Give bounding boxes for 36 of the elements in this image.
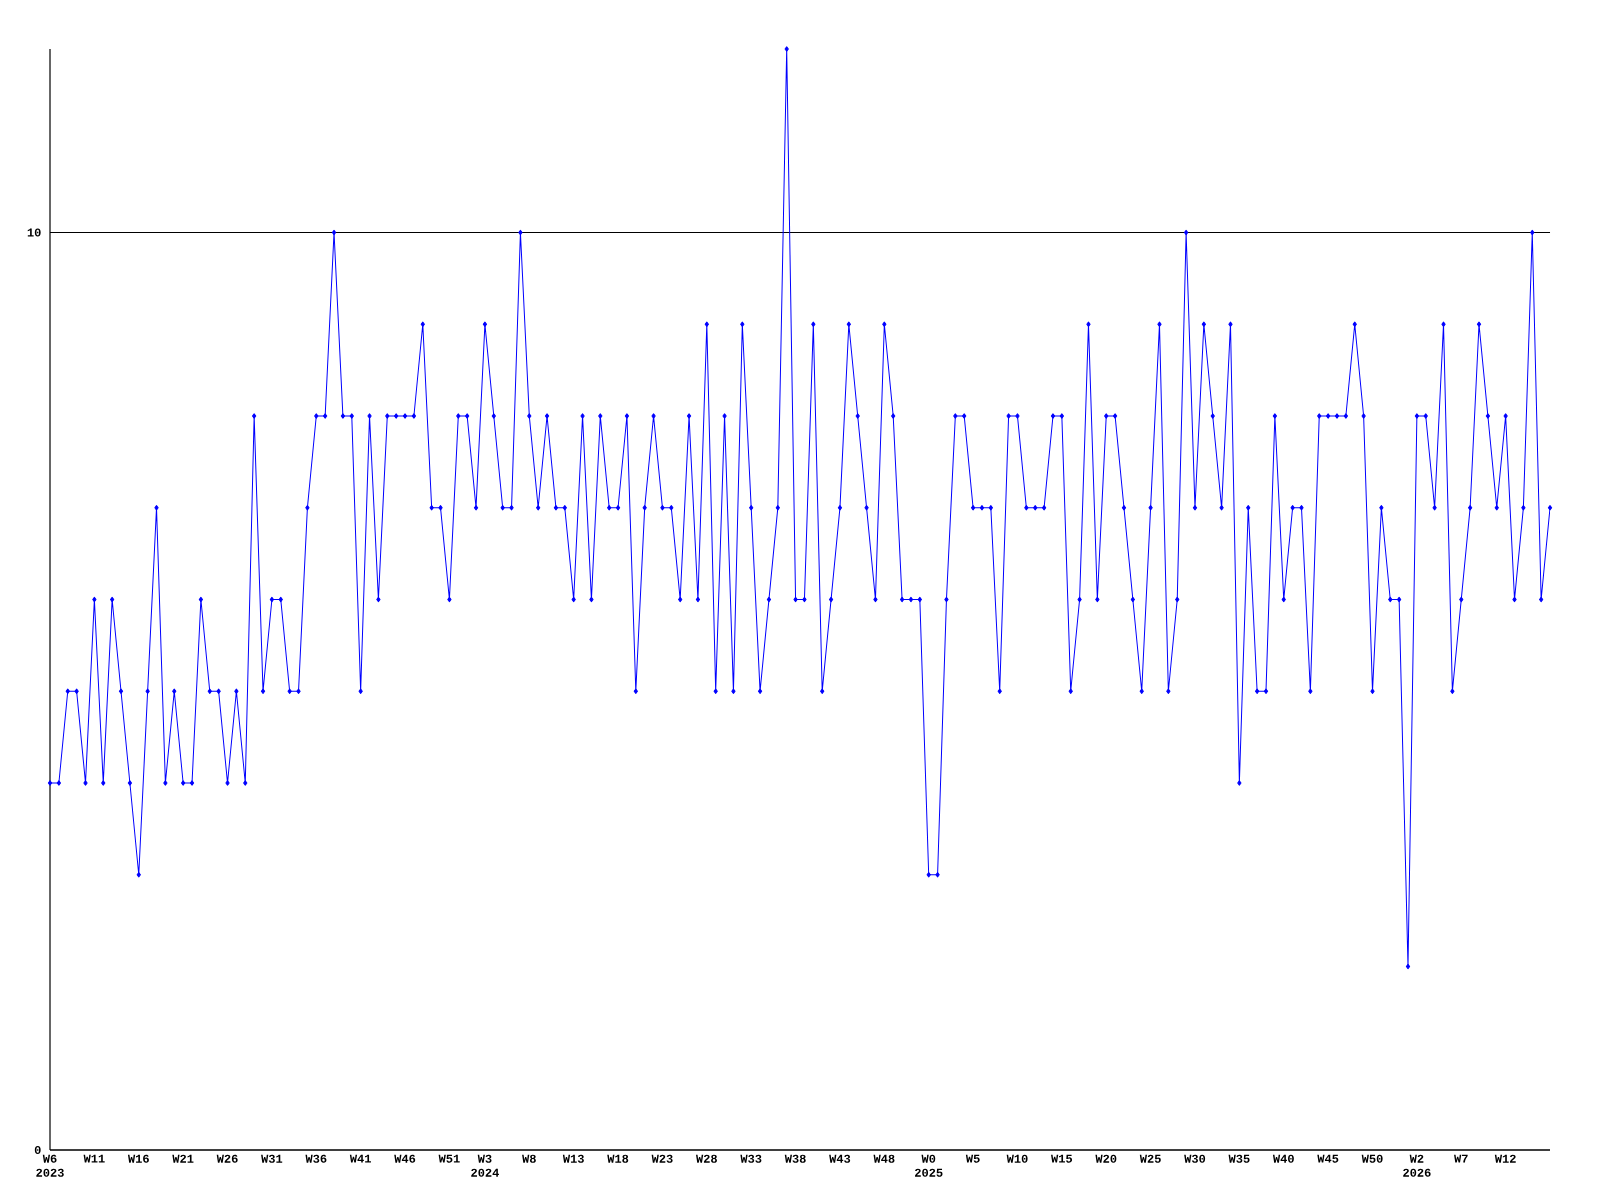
x-tick-label: W28 [696, 1154, 717, 1163]
x-tick-label: W16 [127, 1154, 149, 1163]
x-tick-label: W8 [522, 1154, 536, 1163]
x-tick-label: W51 [438, 1154, 460, 1163]
x-tick-label: W20 [1095, 1154, 1117, 1163]
x-tick-label: W7 [1454, 1154, 1468, 1163]
x-tick-label: W40 [1272, 1154, 1294, 1163]
x-tick-label: W0 2025 [915, 1154, 943, 1177]
x-tick-label: W30 [1184, 1154, 1206, 1163]
x-tick-label: W33 [740, 1154, 762, 1163]
x-tick-label: W18 [607, 1154, 629, 1163]
x-tick-label: W38 [784, 1154, 806, 1163]
x-tick-label: W31 [261, 1154, 283, 1163]
x-tick-label: W43 [829, 1154, 851, 1163]
x-tick-label: W15 [1051, 1154, 1073, 1163]
x-tick-label: W45 [1317, 1154, 1339, 1163]
y-tick-label: 10 [27, 228, 41, 237]
x-tick-label: W13 [562, 1154, 584, 1163]
x-tick-label: W50 [1361, 1154, 1383, 1163]
x-tick-label: W11 [83, 1154, 105, 1163]
x-tick-label: W48 [873, 1154, 895, 1163]
x-tick-label: W35 [1228, 1154, 1250, 1163]
x-tick-label: W5 [965, 1154, 980, 1163]
x-tick-label: W12 [1494, 1154, 1516, 1163]
x-tick-label: W6 2023 [36, 1154, 64, 1177]
x-tick-label: W10 [1006, 1154, 1028, 1163]
x-tick-label: W23 [651, 1154, 673, 1163]
x-tick-label: W21 [172, 1154, 194, 1163]
x-tick-label: W46 [394, 1154, 416, 1163]
y-tick-label: 0 [34, 1145, 41, 1155]
x-tick-label: W25 [1139, 1154, 1161, 1163]
x-tick-label: W26 [216, 1154, 238, 1163]
x-tick-label: W3 2024 [471, 1154, 499, 1177]
x-tick-label: W2 2026 [1403, 1154, 1431, 1177]
x-tick-label: W41 [349, 1154, 371, 1163]
x-tick-label: W36 [305, 1154, 327, 1163]
